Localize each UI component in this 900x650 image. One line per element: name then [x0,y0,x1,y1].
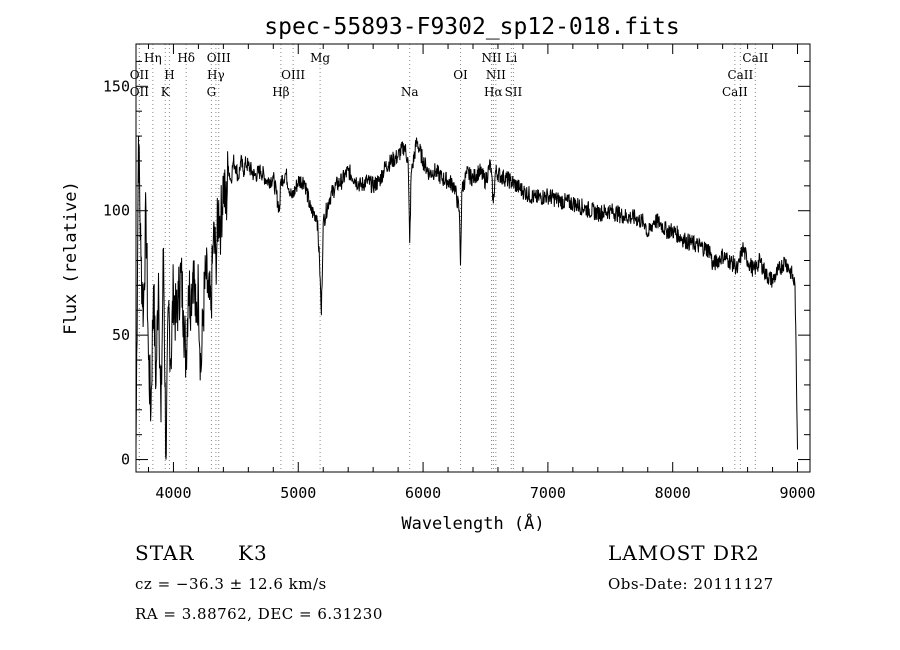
spectral-line-label: OI [453,68,468,82]
x-axis-label: Wavelength (Å) [401,512,544,534]
sky-coordinates: RA = 3.88762, DEC = 6.31230 [135,605,383,623]
spectral-line-label: Hα [484,85,503,99]
x-tick-label: 7000 [530,484,566,502]
y-tick-label: 0 [121,451,130,469]
spectral-line-label: SII [505,85,523,99]
spectral-line-label: OIII [281,68,305,82]
x-tick-label: 6000 [405,484,441,502]
spectral-line-label: Li [505,51,517,65]
object-subclass: K3 [238,541,268,565]
spectral-line-label: G [207,85,217,99]
spectral-line-label: H [164,68,174,82]
x-tick-label: 5000 [280,484,316,502]
spectral-line-label: K [161,85,171,99]
axis-ticks: 4000 5000 6000 7000 8000 9000 0 50 100 150 [103,44,816,502]
spectral-line-label: CaII [727,68,753,82]
spectral-line-label: OII [130,68,150,82]
spectral-line-label: Hγ [207,68,225,82]
spectrum-line [135,136,798,460]
spectral-line-label: Hη [144,51,162,65]
y-tick-label: 100 [103,202,130,220]
y-tick-label: 50 [112,326,130,344]
spectral-line-label: Hβ [272,85,289,99]
survey-name: LAMOST DR2 [608,541,760,565]
spectral-line-label: OII [130,85,150,99]
observation-date: Obs-Date: 20111127 [608,575,774,593]
spectral-line-label: NII [486,68,506,82]
spectral-line-label: CaII [722,85,748,99]
x-tick-label: 8000 [655,484,691,502]
spectral-line-label: Hδ [177,51,195,65]
y-axis-label: Flux (relative) [61,181,81,335]
x-tick-label: 4000 [155,484,191,502]
spectral-line-label: NII [481,51,501,65]
y-tick-label: 150 [103,77,130,95]
x-tick-label: 9000 [779,484,815,502]
spectral-line-markers: OII Hη OII HK Hδ OIII Hγ G OIII Hβ Mg Na OI NII NII Hα L… [130,44,768,472]
spectral-line-label: CaII [742,51,768,65]
spectral-line-label: OIII [207,51,231,65]
object-class: STAR [135,541,195,565]
redshift-velocity: cz = −36.3 ± 12.6 km/s [135,575,327,593]
chart-title: spec-55893-F9302_sp12-018.fits [264,14,679,40]
spectral-line-label: Mg [310,51,330,65]
spectral-line-label: Na [401,85,419,99]
